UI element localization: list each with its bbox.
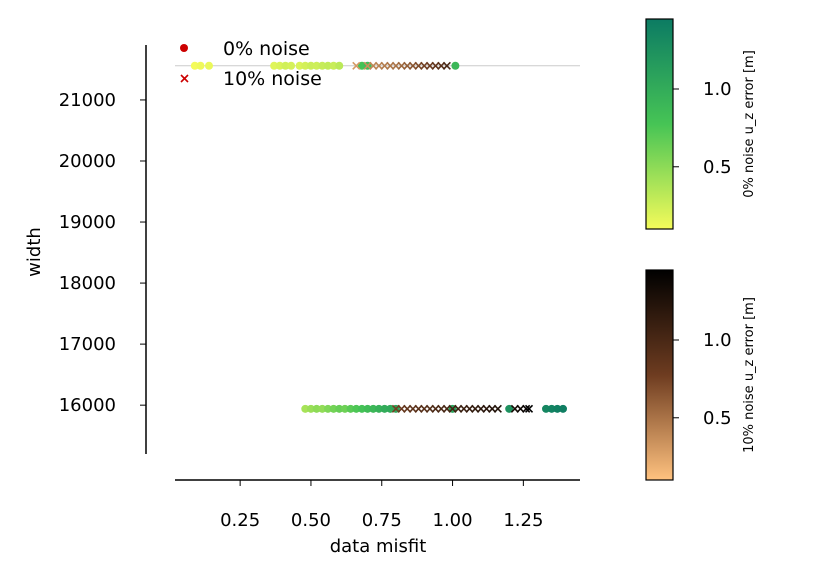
point-10pct-noise [352,61,361,70]
point-0pct-noise [547,404,556,413]
y-ticks: 16000 17000 18000 19000 20000 21000 [59,90,146,416]
point-0pct-noise [380,404,389,413]
y-tick-label: 19000 [59,212,116,233]
colorbar-0pct-gradient [645,18,674,230]
x-tick-label: 0.50 [291,510,331,531]
point-0pct-noise [301,404,310,413]
y-tick-label: 20000 [59,151,116,172]
legend-marker-0pct [180,44,188,52]
point-0pct-noise [335,61,344,70]
point-0pct-noise [318,404,327,413]
point-10pct-noise [493,404,502,413]
colorbar-tick-label: 0.5 [703,157,732,178]
x-tick-label: 0.25 [220,510,260,531]
point-0pct-noise [374,404,383,413]
point-0pct-noise [346,404,355,413]
colorbar-0pct-label: 0% noise u_z error [m] [742,50,757,198]
point-0pct-noise [190,61,199,70]
legend-label-10pct: 10% noise [223,68,322,90]
x-tick-label: 1.00 [433,510,473,531]
point-10pct-noise [524,404,534,413]
colorbar-10pct-label: 10% noise u_z error [m] [742,297,757,453]
point-0pct-noise [306,61,315,70]
x-axis-label: data misfit [330,536,427,557]
x-ticks: 0.25 0.50 0.75 1.00 1.25 [220,480,543,531]
point-0pct-noise [270,61,279,70]
point-0pct-noise [312,404,321,413]
point-0pct-noise [287,61,296,70]
point-10pct-noise [522,404,531,413]
point-0pct-noise [323,404,332,413]
x-tick-label: 0.75 [362,510,402,531]
colorbar-tick-label: 0.5 [703,408,732,429]
point-0pct-noise [301,61,310,70]
colorbar-0pct: 0.5 1.0 0% noise u_z error [m] [645,18,757,230]
y-tick-label: 18000 [59,273,116,294]
point-0pct-noise [306,404,315,413]
y-tick-label: 16000 [59,395,116,416]
point-0pct-noise [451,61,460,70]
point-0pct-noise [329,404,338,413]
point-0pct-noise [295,61,304,70]
point-0pct-noise [335,404,344,413]
y-axis-label: width [24,227,45,277]
colorbar-0pct-ticks: 0.5 1.0 [673,79,732,178]
point-0pct-noise [542,404,551,413]
colorbar-10pct: 0.5 1.0 10% noise u_z error [m] [645,269,757,481]
legend-label-0pct: 0% noise [223,38,310,60]
colorbar-tick-label: 1.0 [703,330,732,351]
point-0pct-noise [340,404,349,413]
point-0pct-noise [312,61,321,70]
x-tick-label: 1.25 [503,510,543,531]
point-0pct-noise [281,61,290,70]
data-points [190,61,568,413]
point-0pct-noise [196,61,205,70]
point-0pct-noise [204,61,213,70]
point-0pct-noise [318,61,327,70]
point-0pct-noise [559,404,568,413]
legend-marker-10pct [180,74,189,83]
legend: 0% noise 10% noise [180,38,322,90]
point-0pct-noise [357,404,366,413]
point-0pct-noise [329,61,338,70]
point-10pct-noise [442,61,451,70]
point-0pct-noise [275,61,284,70]
point-0pct-noise [553,404,562,413]
point-0pct-noise [352,404,361,413]
colorbar-tick-label: 1.0 [703,79,732,100]
point-0pct-noise [323,61,332,70]
point-0pct-noise [505,404,514,413]
colorbar-10pct-gradient [645,269,674,481]
point-0pct-noise [357,61,366,70]
y-tick-label: 17000 [59,334,116,355]
colorbar-10pct-ticks: 0.5 1.0 [673,330,732,429]
point-0pct-noise [386,404,395,413]
point-0pct-noise [363,404,372,413]
point-0pct-noise [369,404,378,413]
y-tick-label: 21000 [59,90,116,111]
